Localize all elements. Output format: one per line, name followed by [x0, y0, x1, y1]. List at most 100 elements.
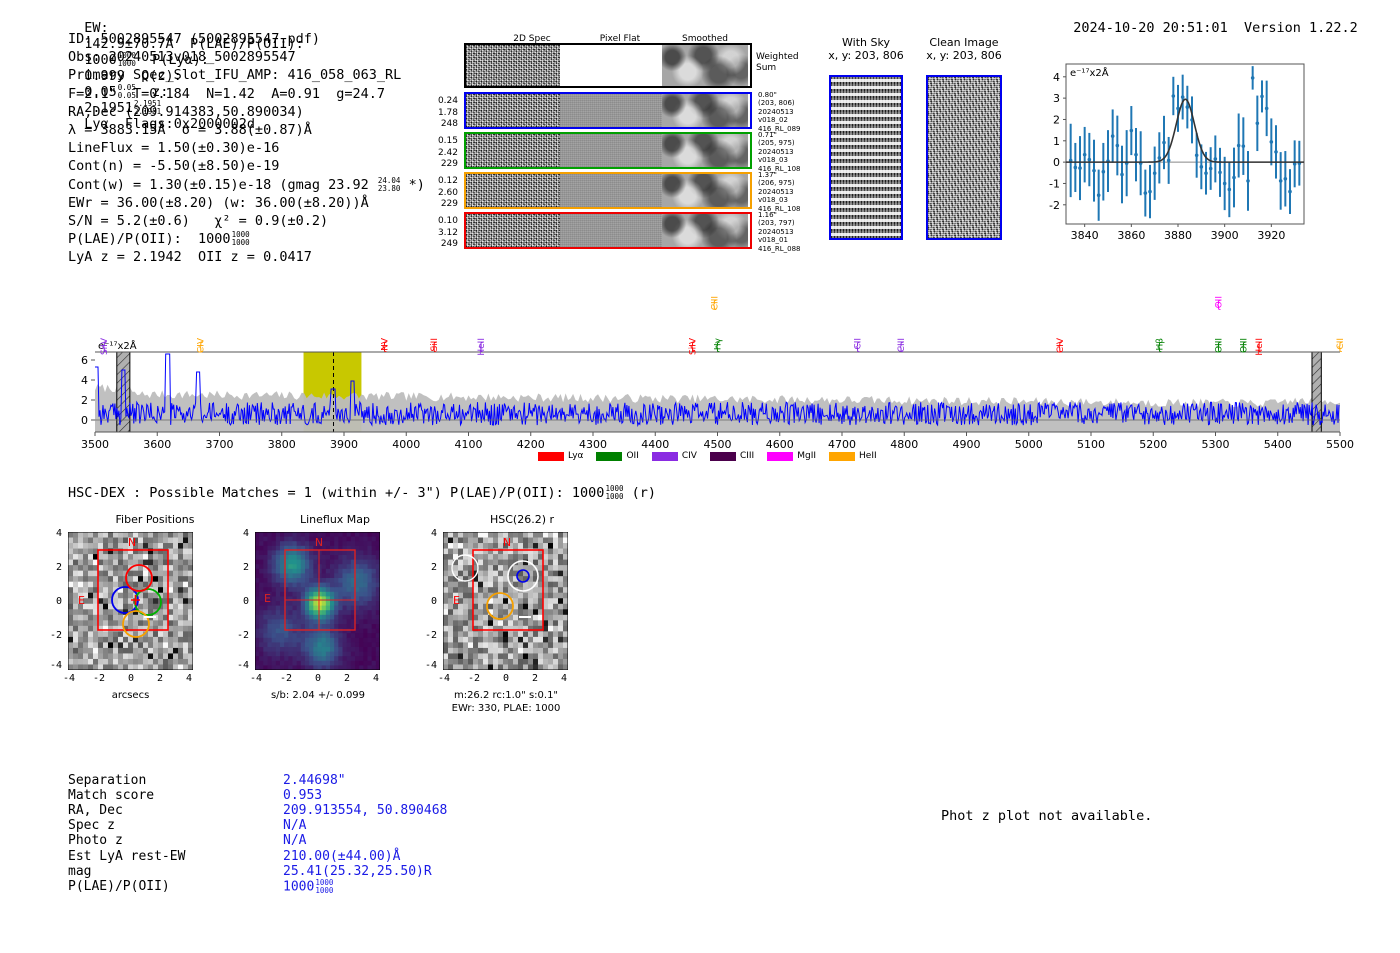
with-sky-pixels [831, 77, 901, 238]
spec2d-weighted-sum-row [464, 43, 752, 88]
weighted-sum-smoothed-image [662, 45, 748, 86]
cutout3-xtick-m4: -4 [438, 673, 451, 684]
info-sn-chi2: S/N = 5.2(±0.6) χ² = 0.9(±0.2) [68, 213, 329, 230]
hsc-header-suffix: (r) [631, 485, 657, 501]
match-key-4: Photo z [68, 833, 123, 849]
svg-text:SiIV: SiIV [688, 337, 698, 355]
flags-value: Flags:0x2000002d [124, 116, 255, 132]
spec2d-col-title-pixelflat: Pixel Flat [599, 34, 641, 44]
cutout3-ytick-4: 4 [430, 528, 437, 539]
svg-text:4700: 4700 [828, 438, 856, 451]
match-value-range: 1000 1000 [315, 877, 334, 895]
spec2d-col-title-smoothed: Smoothed [682, 34, 728, 44]
fiber-2-smoothed-image [662, 174, 748, 207]
qz-label: Q(z): [141, 68, 182, 84]
match-key-2: RA, Dec [68, 803, 123, 819]
fiber-row-right-2: 1.37" (206, 975) 20240513 v018_03 416_RL… [758, 171, 801, 213]
cutout2-xtick-0: 0 [315, 673, 322, 684]
info-radec: RA,Dec (209.914383,50.890034) [68, 103, 304, 120]
fiber-2-2dspec-image [466, 174, 560, 207]
svg-text:3800: 3800 [268, 438, 296, 451]
info-plae: P(LAE)/P(OII): 1000 1000 1000 [68, 230, 250, 248]
match-value-4: N/A [283, 833, 307, 849]
cutout1-xtick-4: 4 [186, 673, 193, 684]
cutout3-caption: m:26.2 rc:1.0" s:0.1" [453, 690, 559, 701]
svg-text:{: { [1240, 340, 1247, 353]
match-value-0: 2.44698" [283, 773, 346, 788]
cutout2-ytick-0: 0 [242, 596, 249, 607]
svg-text:-2: -2 [1049, 199, 1060, 212]
spec2d-fiber-rows: 0.24 1.78 248 0.80" (203, 806) 20240513 … [420, 91, 820, 253]
fiber-1-smoothed-image [662, 134, 748, 167]
qz-range: 0.05 0.05 [117, 83, 136, 100]
cutout1-xtick-m2: -2 [93, 673, 106, 684]
clean-image-image[interactable] [926, 75, 1002, 240]
svg-text:4800: 4800 [890, 438, 918, 451]
with-sky-image[interactable] [829, 75, 903, 240]
cutout2-ytick-m4: -4 [236, 660, 249, 671]
svg-text:N: N [315, 536, 323, 549]
info-primary-spec: Primary Spec_Slot_IFU_AMP: 416_058_063_R… [68, 67, 402, 84]
svg-text:OII: OII [1215, 296, 1225, 308]
svg-text:E: E [264, 592, 271, 605]
svg-text:{: { [101, 340, 108, 353]
cutout2-ytick-m2: -2 [236, 630, 249, 641]
svg-text:{: { [711, 298, 718, 311]
cutout-title-fiber-positions: Fiber Positions [115, 513, 195, 526]
legend-item-heii: HeII [829, 451, 877, 461]
clean-image-title: Clean Image [929, 36, 999, 49]
svg-text:3900: 3900 [1211, 229, 1239, 242]
match-value-7: 1000 1000 1000 [283, 877, 334, 895]
fiber-2-pixelflat-image [560, 174, 662, 207]
z-value: 2.1951 [84, 100, 134, 116]
legend-label: OII [626, 451, 639, 461]
svg-text:CIV: CIV [1056, 337, 1066, 353]
legend-swatch [829, 451, 856, 461]
cutout3-ytick-m2: -2 [424, 630, 437, 641]
cutout1-xtick-2: 2 [157, 673, 164, 684]
svg-text:NV: NV [380, 337, 390, 351]
svg-text:4400: 4400 [641, 438, 669, 451]
fiber-3-smoothed-image [662, 214, 748, 247]
svg-text:{: { [431, 340, 438, 353]
svg-text:{: { [381, 340, 388, 353]
svg-text:{: { [477, 340, 484, 353]
fiber-row-image-3[interactable] [464, 212, 752, 249]
svg-text:1: 1 [1053, 135, 1060, 148]
hsc-dex-header: HSC-DEX : Possible Matches = 1 (within +… [68, 484, 657, 502]
fiber-row-image-0[interactable] [464, 92, 752, 129]
svg-text:{: { [1255, 340, 1262, 353]
legend-label: CIV [681, 451, 697, 461]
svg-text:{: { [898, 340, 905, 353]
detection-info-block: ID: 5002895547 (5002895547.pdf) Obs: 202… [68, 30, 425, 267]
cutout-title-lineflux-map: Lineflux Map [299, 513, 371, 526]
svg-text:4200: 4200 [517, 438, 545, 451]
cutout3-xtick-2: 2 [532, 673, 539, 684]
hsc-header-plae-range: 1000 1000 [605, 484, 624, 501]
cutout1-xtick-0: 0 [128, 673, 135, 684]
weighted-sum-pixelflat-image [560, 45, 662, 86]
cutout2-xticks: -4 -2 0 2 4 [247, 673, 392, 689]
svg-text:4900: 4900 [953, 438, 981, 451]
fiber-row-left-0: 0.24 1.78 248 [437, 96, 458, 130]
fiber-row-right-3: 1.16" (203, 797) 20240513 v018_01 416_RL… [758, 211, 801, 253]
fiber-0-2dspec-image [466, 94, 560, 127]
cutout1-ytick-4: 4 [55, 528, 62, 539]
plya-value: 0.999 [84, 68, 125, 84]
gmag-range: 24.04 23.80 [377, 175, 401, 193]
info-lambda-sigma: λ = 3883.15Å σ = 3.88(±0.87)Å [68, 122, 312, 139]
svg-text:N: N [503, 536, 511, 549]
svg-text:3920: 3920 [1257, 229, 1285, 242]
match-key-5: Est LyA rest-EW [68, 848, 186, 864]
fiber-3-2dspec-image [466, 214, 560, 247]
cutout3-ytick-2: 2 [430, 562, 437, 573]
fiber-row-image-2[interactable] [464, 172, 752, 209]
with-sky-coords: x, y: 203, 806 [828, 49, 904, 62]
svg-text:4: 4 [1053, 71, 1060, 84]
match-key-1: Match score [68, 788, 155, 804]
fiber-row-image-1[interactable] [464, 132, 752, 169]
version: Version 1.22.2 [1243, 20, 1358, 36]
